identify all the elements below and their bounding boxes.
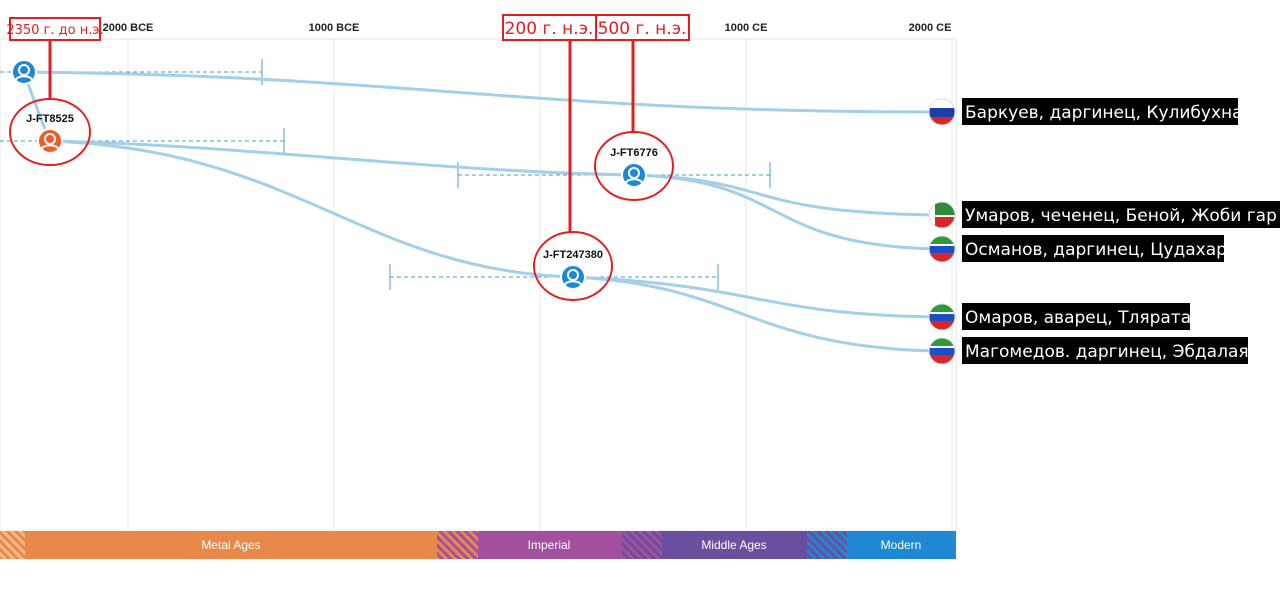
node-ft247380-circle: [560, 264, 586, 290]
lineage-label-bg: [962, 303, 1190, 330]
node-root-circle: [11, 59, 37, 85]
callout-box-ft8525: [9, 17, 101, 41]
lineage-label-osmanov[interactable]: Османов, даргинец, Цудахар: [965, 240, 1227, 260]
lineage-label-bg: [962, 337, 1248, 364]
era-label-imperial: Imperial: [528, 538, 571, 552]
lineage-label-barkuev[interactable]: Баркуев, даргинец, Кулибухна: [965, 103, 1243, 123]
era-modern[interactable]: [847, 531, 956, 559]
era-bar: Metal Ages Imperial Middle Ages Modern: [0, 531, 956, 559]
highlight-ellipse-ft247380: [533, 231, 613, 301]
flag-border: [928, 337, 956, 365]
tick-label-2000ce: 2000 CE: [909, 22, 952, 34]
person-icon-head: [44, 133, 56, 145]
person-icon: [625, 178, 643, 184]
callout-text-ft8525: 2350 г. до н.э.: [6, 23, 103, 38]
plot-area: [0, 38, 957, 532]
era-imperial[interactable]: [478, 531, 622, 559]
branch-root-to-barkuev: [22, 70, 942, 114]
flag-dagestan-icon: [929, 236, 955, 262]
branch-ft247380-to-omarov: [571, 275, 942, 319]
flag-chechnya-icon: [929, 202, 955, 228]
tick-label-1000ce: 1000 CE: [725, 22, 768, 34]
node-ft6776-circle: [621, 162, 647, 188]
flag-border: [928, 235, 956, 263]
annotations: 2350 г. до н.э. 200 г. н.э. 500 г. н.э.: [6, 14, 690, 301]
axis-ticks: 2000 BCE 1000 BCE 1000 CE 2000 CE: [103, 22, 952, 34]
lineage-label-magomedov[interactable]: Магомедов. даргинец, Эбдалая: [965, 342, 1249, 362]
node-label-ft6776: J-FT6776: [610, 147, 658, 159]
branch-ft247380-to-magomedov: [571, 275, 942, 353]
flag-border: [928, 303, 956, 331]
person-icon: [564, 280, 582, 286]
era-hatch-start: [0, 531, 25, 559]
era-hatch-transition: [807, 531, 847, 559]
node-ft6776[interactable]: J-FT6776: [610, 147, 658, 188]
node-root[interactable]: [11, 59, 37, 85]
node-ft247380[interactable]: J-FT247380: [543, 249, 603, 290]
era-hatch-transition: [437, 531, 478, 559]
node-ft8525[interactable]: J-FT8525: [26, 113, 74, 154]
lineage-label-umarov[interactable]: Умаров, чеченец, Беной, Жоби гар: [965, 206, 1277, 226]
person-icon: [15, 75, 33, 81]
tick-label-2000bce: 2000 BCE: [103, 22, 154, 34]
callout-text-ft6776: 500 г. н.э.: [598, 19, 687, 39]
node-ft8525-circle: [37, 128, 63, 154]
branch-ft8525-to-ft247380: [48, 139, 575, 279]
person-icon-head: [18, 64, 30, 76]
tick-label-1000bce: 1000 BCE: [309, 22, 360, 34]
era-label-middle-ages: Middle Ages: [701, 538, 766, 552]
lineage-label-bg: [962, 235, 1224, 262]
era-label-metal-ages: Metal Ages: [201, 538, 260, 552]
flag-dagestan-icon: [929, 338, 955, 364]
person-icon: [41, 144, 59, 150]
callout-box-ft6776: [595, 14, 690, 41]
era-label-modern: Modern: [881, 538, 922, 552]
flag-border: [928, 201, 956, 229]
callout-box-ft247380: [502, 14, 597, 41]
lineage-labels: Баркуев, даргинец, Кулибухна Умаров, чеч…: [962, 98, 1280, 364]
era-hatch-transition: [622, 531, 662, 559]
node-label-ft247380: J-FT247380: [543, 249, 603, 261]
flag-russia-icon: [929, 99, 955, 125]
person-icon-head: [628, 167, 640, 179]
person-icon-head: [567, 269, 579, 281]
branch-ft6776-to-osmanov: [632, 173, 942, 251]
branch-ft8525-to-ft6776: [48, 139, 636, 177]
lineage-label-bg: [962, 98, 1238, 125]
branches: [22, 70, 942, 353]
lineage-label-omarov[interactable]: Омаров, аварец, Тлярата: [965, 308, 1191, 328]
flag-dagestan-icon: [929, 304, 955, 330]
era-metal-ages[interactable]: [25, 531, 437, 559]
era-middle-ages[interactable]: [662, 531, 807, 559]
lineage-label-bg: [962, 201, 1280, 228]
flag-border: [928, 98, 956, 126]
callout-text-ft247380: 200 г. н.э.: [505, 19, 594, 39]
node-label-ft8525: J-FT8525: [26, 113, 74, 125]
